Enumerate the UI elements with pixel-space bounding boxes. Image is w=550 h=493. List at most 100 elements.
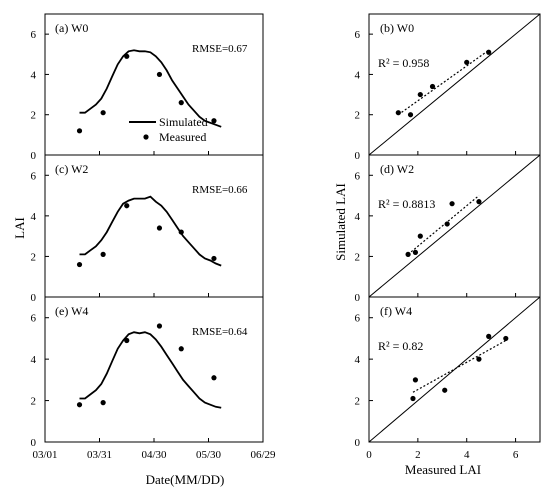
y-tick-label: 4 xyxy=(31,69,37,81)
trend-line xyxy=(407,195,480,255)
measured-point xyxy=(124,337,130,344)
y-tick-label: 6 xyxy=(355,313,361,325)
y-tick-label: 2 xyxy=(355,396,361,408)
panel-2: 0 2 4 6 (c) W2 RMSE=0.66 xyxy=(31,154,264,304)
measured-point xyxy=(76,261,83,268)
measured-point xyxy=(178,346,184,352)
y-tick-label: 0 xyxy=(31,150,37,162)
trend-line xyxy=(397,49,490,116)
y-tick-label: 0 xyxy=(355,150,361,162)
legend-line-label: Simulated xyxy=(159,115,208,129)
measured-point xyxy=(100,110,106,116)
measured-point xyxy=(178,229,184,235)
x-tick-label: 2 xyxy=(415,449,421,461)
panel-title: (e) W4 xyxy=(55,304,88,318)
right-y-axis-title: Simulated LAI xyxy=(333,183,348,261)
scatter-point xyxy=(417,91,423,98)
panel-1: 0 2 4 6 (a) W0 RMSE=0.67 xyxy=(31,13,264,162)
measured-point xyxy=(124,53,130,59)
panels: 0 2 4 6 (a) W0 RMSE=0.67 0 2 4 6 (c) W2 RMSE=0.66 0 2… xyxy=(31,13,541,461)
measured-point xyxy=(76,128,83,134)
simulated-line xyxy=(79,49,222,128)
one-to-one-line xyxy=(368,296,541,443)
panel-6: 0 2 4 6 0 2 4 6 (f) W4 R² = 0.82 xyxy=(355,296,541,461)
y-tick-label: 4 xyxy=(355,354,361,366)
right-x-axis-title: Measured LAI xyxy=(405,462,481,477)
r2-annotation: R² = 0.958 xyxy=(378,56,429,70)
simulated-line xyxy=(79,331,222,409)
y-tick-label: 2 xyxy=(31,251,37,263)
measured-point xyxy=(156,323,163,329)
x-tick-label: 05/30 xyxy=(196,449,222,461)
scatter-point xyxy=(476,356,482,362)
scatter-point xyxy=(417,233,423,239)
legend: Simulated Measured xyxy=(129,115,208,144)
simulated-line xyxy=(79,195,222,267)
panel-title: (d) W2 xyxy=(380,162,414,176)
panel-4: 0 2 4 6 (b) W0 R² = 0.958 xyxy=(355,13,541,162)
plot-frame xyxy=(44,13,264,156)
y-tick-label: 4 xyxy=(31,354,37,366)
panel-3: 0 2 4 6 03/01 03/31 04/30 05/30 06/29 (e) W4 RMSE=… xyxy=(31,296,276,461)
scatter-point xyxy=(503,335,509,342)
measured-point xyxy=(100,251,106,257)
y-tick-label: 6 xyxy=(31,170,37,182)
x-tick-label: 6 xyxy=(513,449,519,461)
y-tick-label: 0 xyxy=(31,292,37,304)
x-tick-label: 03/31 xyxy=(87,449,112,461)
y-tick-label: 2 xyxy=(31,110,37,122)
measured-point xyxy=(211,375,217,381)
y-tick-label: 6 xyxy=(355,170,361,182)
scatter-point xyxy=(395,110,401,116)
rmse-annotation: RMSE=0.66 xyxy=(192,184,248,196)
plot-frame xyxy=(44,296,264,443)
measured-point xyxy=(156,71,163,78)
scatter-point xyxy=(405,251,411,257)
scatter-point xyxy=(486,49,492,55)
y-tick-label: 4 xyxy=(355,211,361,223)
scatter-point xyxy=(429,83,436,90)
x-tick-label: 04/30 xyxy=(141,449,167,461)
scatter-point xyxy=(407,112,414,118)
panel-5: 0 2 4 6 (d) W2 R² = 0.8813 xyxy=(355,154,541,304)
legend-point-label: Measured xyxy=(159,130,206,144)
trend-line xyxy=(412,339,507,393)
measured-point xyxy=(124,203,130,209)
plot-frame xyxy=(44,154,264,298)
legend-point-swatch xyxy=(143,134,149,140)
rmse-annotation: RMSE=0.67 xyxy=(192,43,248,55)
measured-point xyxy=(156,225,163,231)
r2-annotation: R² = 0.8813 xyxy=(378,197,435,211)
x-tick-label: 06/29 xyxy=(250,449,276,461)
scatter-point xyxy=(476,199,482,205)
y-tick-label: 0 xyxy=(31,437,37,449)
measured-point xyxy=(100,400,106,406)
measured-point xyxy=(211,118,217,124)
x-tick-label: 03/01 xyxy=(32,449,57,461)
left-y-axis-title: LAI xyxy=(12,217,27,239)
x-tick-label: 4 xyxy=(464,449,470,461)
y-tick-label: 4 xyxy=(355,69,361,81)
scatter-point xyxy=(410,395,416,402)
y-tick-label: 6 xyxy=(31,29,37,41)
scatter-point xyxy=(449,201,455,207)
one-to-one-line xyxy=(368,13,541,156)
panel-title: (c) W2 xyxy=(55,162,88,176)
scatter-point xyxy=(486,333,492,339)
y-tick-label: 0 xyxy=(355,292,361,304)
panel-title: (f) W4 xyxy=(380,304,412,318)
y-tick-label: 0 xyxy=(355,437,361,449)
plot-frame xyxy=(368,296,541,443)
r2-annotation: R² = 0.82 xyxy=(378,339,423,353)
panel-title: (a) W0 xyxy=(55,21,88,35)
x-tick-label: 0 xyxy=(366,449,372,461)
panel-title: (b) W0 xyxy=(380,21,414,35)
y-tick-label: 2 xyxy=(31,396,37,408)
measured-point xyxy=(178,100,184,106)
y-tick-label: 4 xyxy=(31,211,37,223)
measured-point xyxy=(211,255,217,262)
scatter-point xyxy=(442,387,448,393)
y-tick-label: 2 xyxy=(355,110,361,122)
one-to-one-line xyxy=(368,154,541,298)
